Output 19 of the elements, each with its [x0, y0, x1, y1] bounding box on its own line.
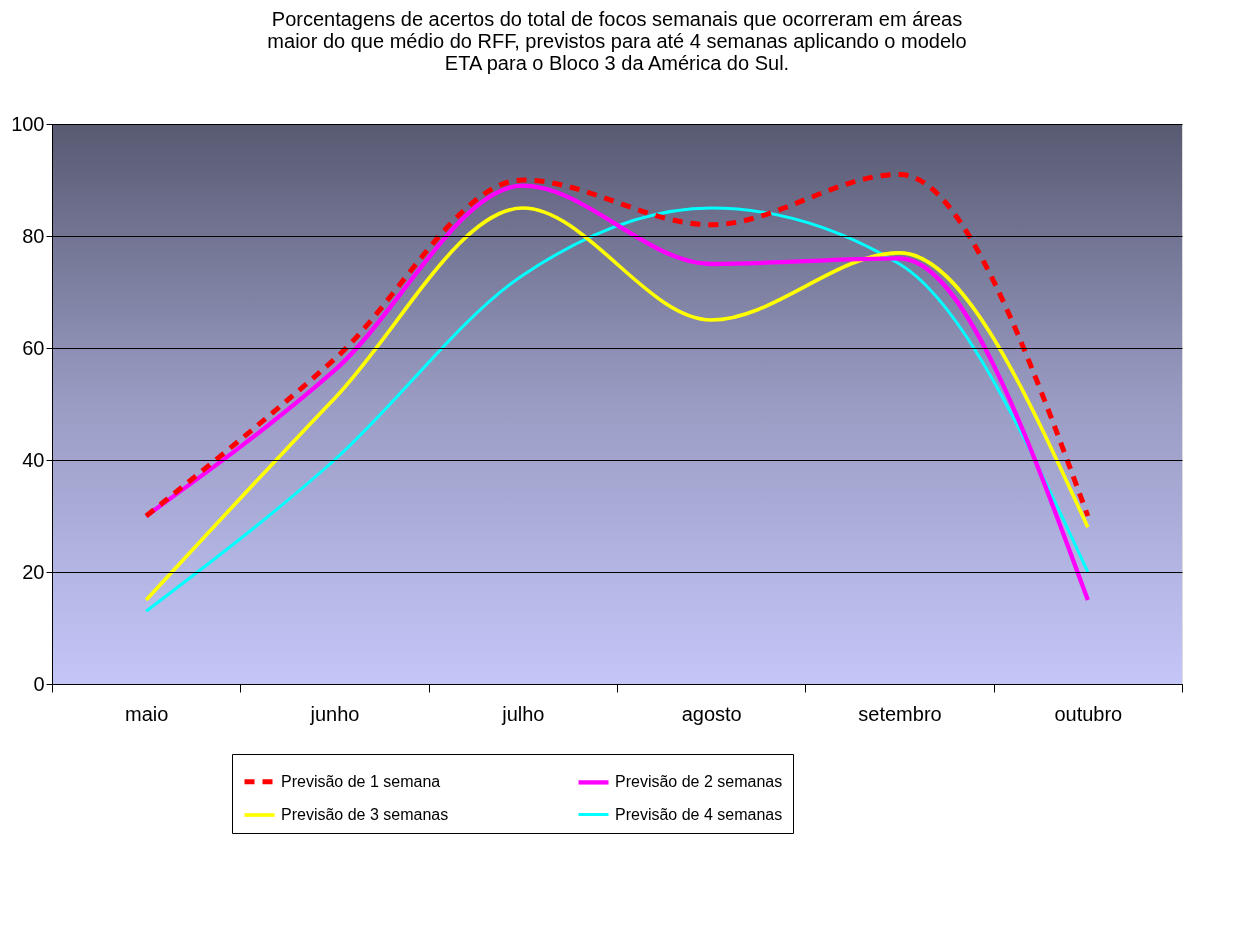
- x-tick-label: setembro: [858, 702, 942, 725]
- x-tick-label: outubro: [1054, 702, 1123, 725]
- text: Porcentagens de acertos do total de focos semanais que ocorreram em áreas: [271, 8, 963, 30]
- x-tick-label: junho: [309, 702, 360, 725]
- x-tick-label: agosto: [681, 702, 742, 725]
- y-tick-label: 80: [22, 224, 45, 247]
- legend-label: Previsão de 2 semanas: [615, 773, 783, 791]
- y-tick-label: 0: [33, 672, 45, 695]
- x-tick-label: maio: [124, 702, 169, 725]
- y-tick-label: 20: [22, 560, 45, 583]
- text: ETA para o Bloco 3 da América do Sul.: [444, 52, 790, 74]
- y-tick-label: 40: [22, 448, 45, 471]
- y-tick-label: 100: [11, 112, 45, 135]
- text: maior do que médio do RFF, previstos para até 4 semanas aplicando o modelo: [267, 30, 967, 52]
- legend-label: Previsão de 3 semanas: [281, 806, 449, 823]
- legend-label: Previsão de 4 semanas: [615, 805, 783, 823]
- legend-label: Previsão de 1 semana: [281, 772, 441, 790]
- x-tick-label: julho: [501, 702, 545, 725]
- y-tick-label: 60: [22, 336, 45, 359]
